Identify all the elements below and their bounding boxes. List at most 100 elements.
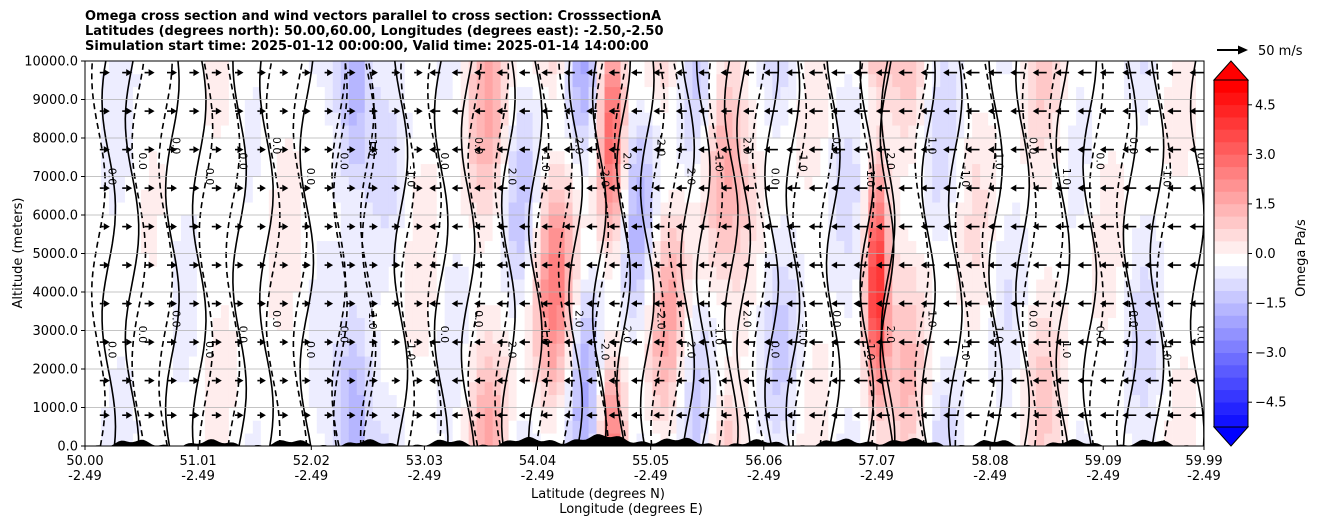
omega-cell [284,61,294,75]
omega-cell [700,343,709,357]
omega-cell [372,240,382,254]
omega-cell [636,215,645,229]
omega-cell [1108,330,1117,344]
wind-vector-head [215,338,222,346]
omega-cell [684,279,693,293]
omega-cell [628,176,637,190]
wind-vector-head [563,261,570,269]
omega-cell [156,279,166,293]
omega-cell [356,202,366,216]
omega-cell [804,407,813,421]
omega-cell [532,356,541,370]
omega-cell [772,99,781,113]
omega-cell [548,240,557,254]
omega-cell [516,150,525,165]
omega-cell [836,407,845,421]
omega-cell [204,330,214,344]
omega-cell [1196,227,1204,242]
omega-cell [220,369,230,383]
omega-cell [380,266,390,280]
omega-cell [1124,227,1133,242]
omega-cell [620,304,629,319]
omega-cell [828,240,837,254]
omega-cell [684,215,693,229]
omega-cell [756,215,765,229]
omega-cell [692,356,701,370]
omega-cell [444,330,454,344]
omega-cell [476,138,486,152]
omega-cell [996,279,1005,293]
omega-cell [300,163,310,177]
omega-cell [596,227,605,242]
omega-cell [988,61,997,75]
omega-cell [388,381,398,396]
omega-cell [1188,356,1197,370]
omega-cell [548,150,557,165]
omega-cell [892,73,901,88]
wind-vector-head [429,223,436,231]
omega-cell [884,343,893,357]
omega-cell [484,163,494,177]
omega-cell [980,279,989,293]
omega-cell [572,381,581,396]
omega-cell [1124,433,1133,446]
omega-cell [676,394,685,408]
omega-cell [732,202,741,216]
omega-cell [1004,343,1013,357]
omega-cell [740,227,749,242]
omega-cell [596,304,605,319]
omega-cell [292,176,302,190]
wind-vector-head [327,411,334,419]
omega-cell [700,279,709,293]
omega-cell [324,343,334,357]
omega-cell [612,304,621,319]
omega-cell [860,420,869,434]
omega-cell [980,407,989,421]
omega-cell [876,394,885,408]
omega-cell [364,381,374,396]
omega-cell [1020,163,1029,177]
omega-cell [580,150,589,165]
omega-cell [548,253,557,267]
omega-cell [1140,86,1149,100]
omega-cell [772,394,781,408]
contour-label: 0.0 [1194,152,1207,170]
omega-cell [364,253,374,267]
omega-cell [764,189,773,203]
omega-cell [1148,381,1157,396]
omega-cell [812,227,821,242]
omega-cell [524,253,533,267]
wind-vector-head [171,300,177,308]
omega-cell [700,86,709,100]
wind-vector-head [541,261,548,269]
omega-cell [444,99,454,113]
omega-cell [1196,99,1204,113]
omega-cell [596,99,605,113]
omega-cell [1100,433,1109,446]
omega-cell [1012,253,1021,267]
wind-vector-head [518,377,525,385]
omega-cell [612,86,621,100]
omega-cell [604,381,613,396]
omega-cell [180,202,190,216]
omega-cell [420,163,430,177]
omega-cell [156,150,166,165]
omega-cell [1052,189,1061,203]
omega-cell [492,330,502,344]
omega-cell [212,394,222,408]
omega-cell [212,150,222,165]
omega-cell [892,150,901,165]
omega-cell [804,240,813,254]
omega-cell [100,99,110,113]
omega-cell [340,73,350,88]
omega-cell [796,253,805,267]
omega-cell [892,253,901,267]
omega-cell [388,189,398,203]
omega-cell [380,292,390,306]
omega-cell [948,189,957,203]
omega-cell [292,150,302,165]
omega-cell [116,227,126,242]
omega-cell [620,381,629,396]
omega-cell [1124,240,1133,254]
omega-cell [868,215,877,229]
